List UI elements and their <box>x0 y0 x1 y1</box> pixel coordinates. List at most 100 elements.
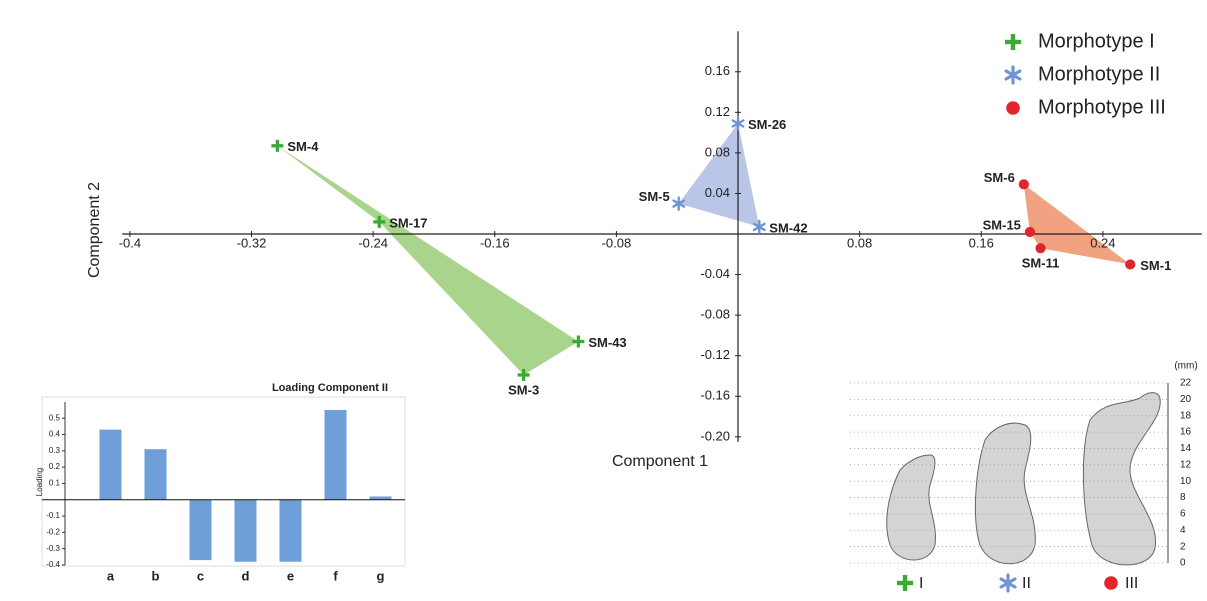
scale-legend-label: III <box>1125 575 1138 592</box>
point-label: SM-5 <box>639 189 670 204</box>
x-tick-label: a <box>107 568 115 583</box>
point-label: SM-26 <box>748 117 786 132</box>
marker-dot <box>1125 259 1136 270</box>
bar <box>234 499 257 562</box>
marker <box>373 215 386 228</box>
scale-tick-label: 12 <box>1180 459 1192 470</box>
point-label: SM-1 <box>1140 258 1171 273</box>
marker <box>672 196 686 211</box>
bar <box>279 499 302 562</box>
marker-stroke <box>731 119 745 128</box>
y-tick-label: 0.1 <box>49 479 61 488</box>
hull <box>1023 184 1131 265</box>
marker <box>572 335 585 348</box>
inset-title: Loading Component II <box>272 382 388 394</box>
legend-label: Morphotype II <box>1038 63 1160 85</box>
scale-tick-label: 4 <box>1180 525 1186 536</box>
marker-stroke <box>1004 69 1022 81</box>
y-tick-label: 0.2 <box>49 462 61 471</box>
marker-dot <box>1018 179 1029 190</box>
marker-dot <box>1104 576 1118 590</box>
scale-tick-label: 2 <box>1180 541 1186 552</box>
x-tick-label: 0.24 <box>1090 235 1115 250</box>
point-label: SM-3 <box>508 382 539 397</box>
scale-tick-label: 6 <box>1180 509 1186 520</box>
y-tick-label: 0.3 <box>49 446 61 455</box>
y-tick-label: -0.3 <box>46 544 60 553</box>
y-tick-label: -0.12 <box>700 347 730 362</box>
y-tick-label: 0.4 <box>49 430 61 439</box>
x-tick-label: d <box>242 568 250 583</box>
x-tick-label: -0.4 <box>119 235 141 250</box>
marker <box>1006 101 1020 115</box>
y-axis-title: Component 2 <box>86 182 103 278</box>
point-label: SM-43 <box>588 335 626 350</box>
scale-legend-label: I <box>919 575 923 592</box>
hull <box>678 123 760 227</box>
marker <box>1104 576 1118 590</box>
inset-frame <box>41 396 406 567</box>
marker <box>1005 34 1021 50</box>
y-tick-label: -0.4 <box>46 560 60 569</box>
hull <box>277 145 579 375</box>
y-tick-label: 0.04 <box>705 185 730 200</box>
point-label: SM-42 <box>769 220 807 235</box>
marker-dot <box>1035 243 1046 254</box>
marker <box>1004 65 1022 85</box>
marker <box>1024 226 1036 238</box>
marker-stroke <box>672 199 686 208</box>
legend-label: Morphotype I <box>1038 30 1155 52</box>
bar <box>189 499 212 561</box>
footprint-small <box>886 454 936 561</box>
marker <box>1018 179 1029 190</box>
x-tick-label: b <box>152 568 160 583</box>
y-tick-label: -0.20 <box>700 428 730 443</box>
point-label: SM-4 <box>287 139 319 154</box>
x-tick-label: 0.08 <box>847 235 872 250</box>
x-tick-label: -0.32 <box>237 235 267 250</box>
marker-dot <box>1006 101 1020 115</box>
x-tick-label: f <box>333 568 338 583</box>
bar <box>144 449 167 500</box>
footprint-medium <box>974 422 1036 565</box>
x-tick-label: g <box>377 568 385 583</box>
marker <box>999 573 1017 593</box>
y-tick-label: -0.16 <box>700 388 730 403</box>
marker <box>1035 243 1046 254</box>
scale-unit: (mm) <box>1174 361 1197 372</box>
scale-tick-label: 22 <box>1180 378 1192 389</box>
footprints <box>886 392 1161 566</box>
marker <box>271 139 284 152</box>
x-tick-label: c <box>197 568 204 583</box>
x-tick-label: -0.08 <box>602 235 632 250</box>
y-tick-label: -0.1 <box>46 511 60 520</box>
x-tick-label: e <box>287 568 294 583</box>
y-tick-label: -0.08 <box>700 307 730 322</box>
scale-tick-label: 14 <box>1180 443 1192 454</box>
marker <box>517 368 530 381</box>
inset-y-title: Loading <box>35 468 44 496</box>
scale-tick-label: 0 <box>1180 558 1186 569</box>
y-tick-label: 0.5 <box>49 413 61 422</box>
x-axis-title: Component 1 <box>612 453 708 470</box>
point-label: SM-15 <box>983 217 1021 232</box>
y-tick-label: 0.08 <box>705 144 730 159</box>
scale-tick-label: 16 <box>1180 427 1192 438</box>
bar <box>324 410 347 500</box>
point-label: SM-6 <box>984 170 1015 185</box>
y-tick-label: 0.16 <box>705 63 730 78</box>
marker <box>731 116 745 131</box>
legend-label: Morphotype III <box>1038 96 1166 118</box>
scale-tick-label: 8 <box>1180 492 1186 503</box>
x-tick-label: -0.24 <box>358 235 388 250</box>
marker <box>897 575 913 591</box>
scale-legend-label: II <box>1022 575 1031 592</box>
bar <box>369 496 392 500</box>
x-tick-label: 0.16 <box>969 235 994 250</box>
marker <box>752 219 766 235</box>
marker <box>1125 259 1136 270</box>
point-label: SM-17 <box>389 215 427 230</box>
marker-dot <box>1024 226 1036 238</box>
scale-tick-label: 18 <box>1180 410 1192 421</box>
